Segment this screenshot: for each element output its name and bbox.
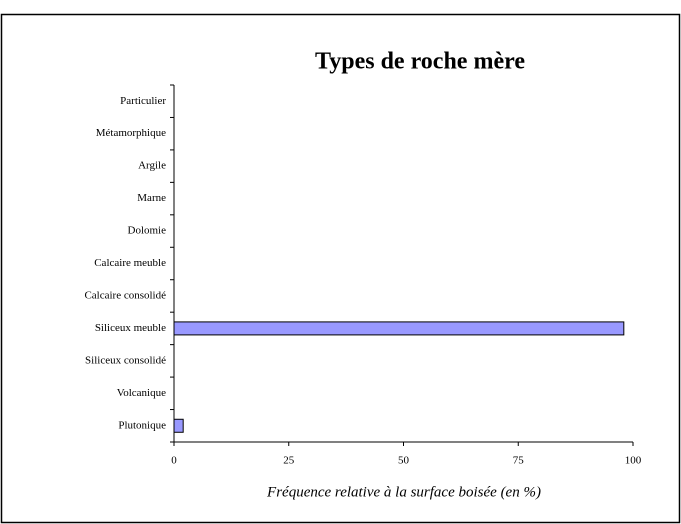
- y-tick-label: Argile: [138, 160, 166, 172]
- chart-title: Types de roche mère: [315, 49, 525, 75]
- x-tick-label: 100: [625, 455, 642, 467]
- y-tick-label: Siliceux consolidé: [85, 354, 166, 366]
- y-tick-label: Calcaire consolidé: [84, 289, 166, 301]
- y-tick-label: Siliceux meuble: [95, 322, 166, 334]
- bar: [173, 418, 184, 433]
- x-tick-label: 0: [171, 455, 177, 467]
- bar: [173, 321, 625, 336]
- chart-frame: [0, 13, 681, 524]
- y-tick-label: Calcaire meuble: [94, 257, 166, 269]
- x-tick-label: 50: [398, 455, 410, 467]
- y-tick-label: Volcanique: [117, 387, 166, 399]
- y-tick-label: Marne: [137, 192, 166, 204]
- y-tick-label: Plutonique: [118, 419, 166, 431]
- x-tick-label: 25: [283, 455, 295, 467]
- x-axis-label: Fréquence relative à la surface boisée (…: [266, 484, 541, 500]
- y-tick-label: Particulier: [120, 95, 166, 107]
- x-tick-label: 75: [513, 455, 525, 467]
- y-tick-label: Dolomie: [128, 225, 167, 237]
- y-tick-label: Métamorphique: [96, 127, 166, 139]
